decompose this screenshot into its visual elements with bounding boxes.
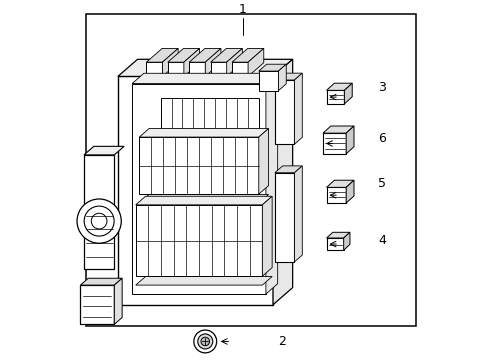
Polygon shape: [326, 238, 343, 250]
Polygon shape: [346, 126, 353, 154]
Polygon shape: [210, 62, 226, 76]
Circle shape: [197, 334, 212, 349]
Polygon shape: [326, 187, 346, 203]
Polygon shape: [322, 126, 353, 133]
Text: 5: 5: [378, 177, 386, 190]
Circle shape: [91, 213, 107, 229]
Polygon shape: [226, 49, 242, 76]
Polygon shape: [210, 49, 242, 62]
Polygon shape: [326, 90, 344, 104]
Polygon shape: [294, 73, 302, 144]
Polygon shape: [265, 73, 277, 294]
Polygon shape: [167, 62, 183, 76]
Text: 2: 2: [278, 335, 285, 348]
Polygon shape: [231, 49, 263, 62]
Polygon shape: [118, 59, 292, 76]
Polygon shape: [205, 49, 221, 76]
Polygon shape: [136, 276, 272, 285]
Polygon shape: [80, 285, 114, 324]
Polygon shape: [162, 49, 178, 76]
Polygon shape: [189, 62, 205, 76]
Polygon shape: [343, 232, 349, 250]
Bar: [85, 14, 415, 326]
Polygon shape: [274, 73, 302, 80]
Polygon shape: [167, 49, 199, 62]
Circle shape: [193, 330, 216, 353]
Circle shape: [84, 206, 114, 236]
Polygon shape: [346, 180, 353, 203]
Polygon shape: [272, 59, 292, 305]
Polygon shape: [322, 133, 346, 154]
Polygon shape: [294, 166, 302, 262]
Polygon shape: [326, 180, 353, 187]
Polygon shape: [326, 83, 351, 90]
Polygon shape: [326, 232, 349, 238]
Polygon shape: [274, 166, 302, 173]
Polygon shape: [136, 196, 272, 205]
Polygon shape: [247, 49, 263, 76]
Polygon shape: [274, 80, 294, 144]
Polygon shape: [258, 64, 285, 71]
Polygon shape: [262, 196, 272, 276]
Polygon shape: [231, 62, 247, 76]
Polygon shape: [278, 64, 285, 91]
Polygon shape: [183, 49, 199, 76]
Polygon shape: [161, 98, 258, 134]
Text: 3: 3: [378, 81, 386, 94]
Polygon shape: [146, 62, 162, 76]
Polygon shape: [258, 129, 268, 194]
Polygon shape: [139, 137, 258, 194]
Polygon shape: [139, 129, 268, 137]
Polygon shape: [84, 146, 124, 155]
Polygon shape: [132, 84, 265, 294]
Polygon shape: [258, 71, 278, 91]
Text: 6: 6: [378, 132, 386, 145]
Polygon shape: [274, 173, 294, 262]
Circle shape: [77, 199, 121, 243]
Polygon shape: [146, 49, 178, 62]
Polygon shape: [114, 278, 122, 324]
Polygon shape: [136, 205, 262, 276]
Text: 1: 1: [238, 3, 246, 16]
Polygon shape: [132, 73, 277, 84]
Polygon shape: [84, 155, 114, 269]
Polygon shape: [189, 49, 221, 62]
Polygon shape: [80, 278, 122, 285]
Text: 4: 4: [378, 234, 386, 247]
Polygon shape: [344, 83, 351, 104]
Polygon shape: [139, 194, 268, 203]
Circle shape: [201, 337, 209, 346]
Polygon shape: [118, 76, 272, 305]
